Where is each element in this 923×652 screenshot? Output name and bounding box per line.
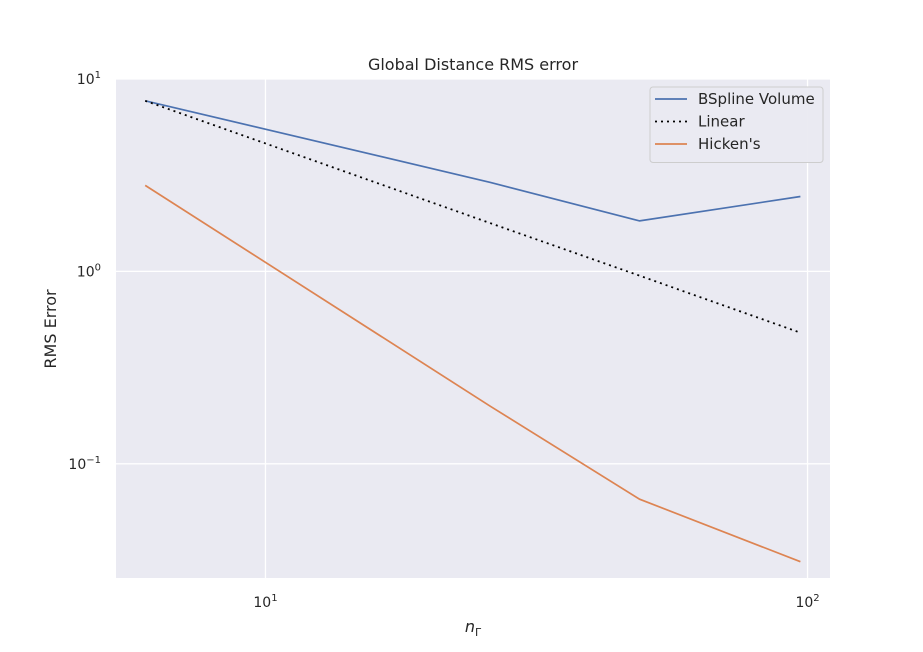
x-tick-label: 101 [253, 593, 277, 611]
x-axis-label-main: n [465, 617, 475, 636]
y-axis-label: RMS Error [41, 289, 60, 369]
y-tick-label: 100 [77, 262, 101, 280]
tick-labels: 101 102 10−1 100 101 [68, 70, 819, 611]
x-axis-label: nΓ [465, 617, 482, 639]
legend-label: Hicken's [698, 135, 761, 153]
series-lines [144, 99, 801, 563]
x-tick-label: 102 [795, 593, 819, 611]
series-line-linear [144, 99, 801, 334]
legend-box [649, 86, 824, 163]
y-tick-label: 10−1 [68, 455, 101, 473]
x-axis-label-subscript: Γ [475, 626, 482, 639]
series-line-hicken-s [144, 184, 801, 563]
legend-label: BSpline Volume [698, 90, 815, 108]
y-tick-label: 101 [77, 70, 101, 88]
legend: BSpline Volume Linear Hicken's [649, 86, 824, 163]
legend-label: Linear [698, 113, 745, 131]
chart-title: Global Distance RMS error [368, 55, 578, 74]
series-line-bspline-volume [145, 99, 801, 222]
